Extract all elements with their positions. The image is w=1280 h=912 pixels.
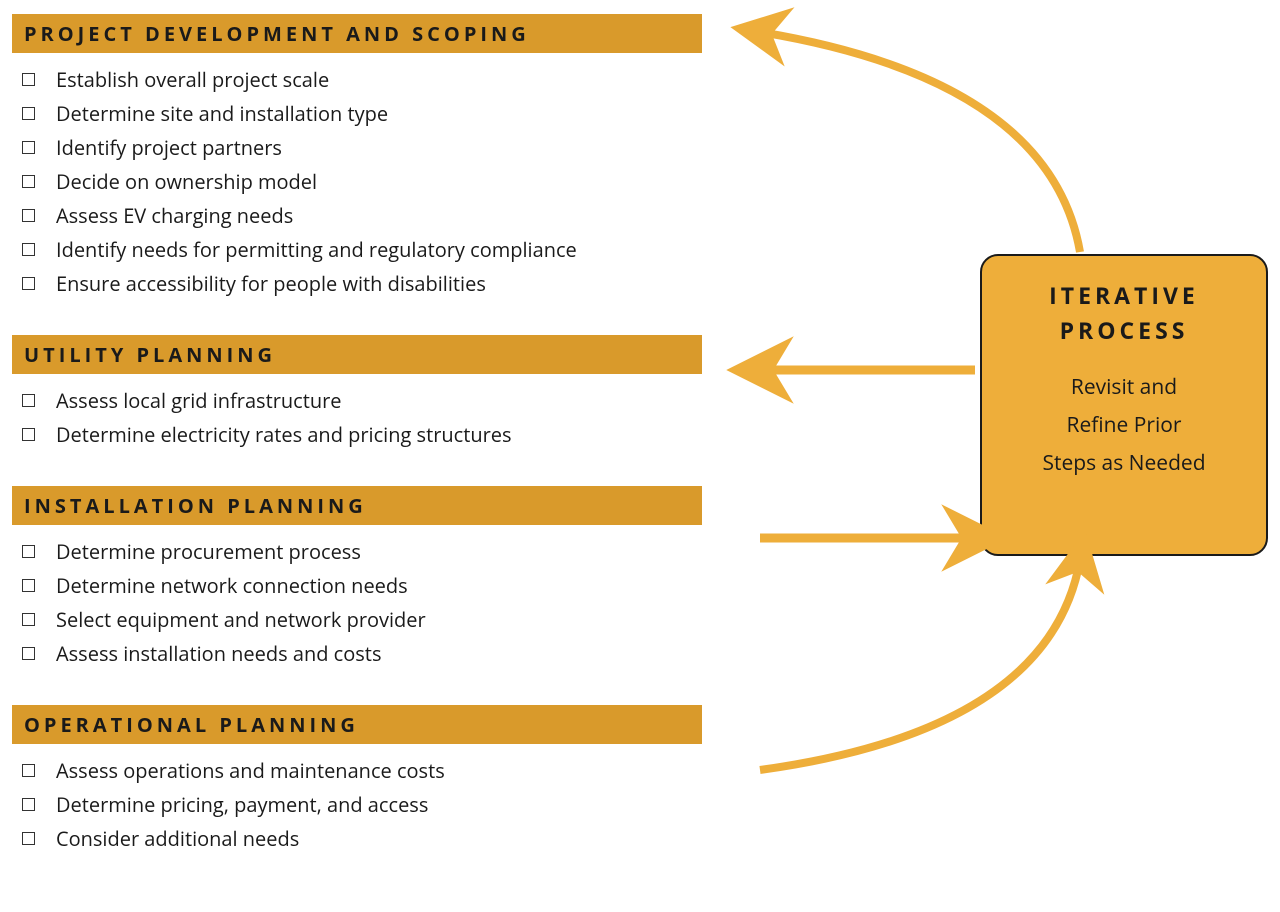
section-header: PROJECT DEVELOPMENT AND SCOPING <box>12 14 702 53</box>
iterative-title-line: ITERATIVE <box>1049 279 1199 311</box>
arrow-curved-top <box>760 32 1080 252</box>
checklist-item: Assess operations and maintenance costs <box>22 754 702 788</box>
checklist: Assess operations and maintenance costs … <box>12 754 702 856</box>
checklist-item: Assess installation needs and costs <box>22 637 702 671</box>
checklist-item: Select equipment and network provider <box>22 603 702 637</box>
arrow-curved-bottom <box>760 560 1080 770</box>
iterative-subtitle: Revisit and Refine Prior Steps as Needed <box>1000 369 1248 482</box>
checklist-item: Ensure accessibility for people with dis… <box>22 267 702 301</box>
checklist-item: Consider additional needs <box>22 822 702 856</box>
iterative-title-line: PROCESS <box>1060 314 1189 346</box>
iterative-process-box: ITERATIVE PROCESS Revisit and Refine Pri… <box>980 254 1268 556</box>
checklist-item: Determine network connection needs <box>22 569 702 603</box>
iterative-sub-line: Revisit and <box>1071 373 1177 401</box>
section-header: OPERATIONAL PLANNING <box>12 705 702 744</box>
checklist-item: Establish overall project scale <box>22 63 702 97</box>
section-installation-planning: INSTALLATION PLANNING Determine procurem… <box>12 486 702 671</box>
checklist-item: Assess EV charging needs <box>22 199 702 233</box>
iterative-sub-line: Refine Prior <box>1067 411 1182 439</box>
section-header: UTILITY PLANNING <box>12 335 702 374</box>
iterative-title: ITERATIVE PROCESS <box>1000 278 1248 347</box>
checklist: Establish overall project scale Determin… <box>12 63 702 301</box>
checklist-item: Determine procurement process <box>22 535 702 569</box>
checklist-item: Identify needs for permitting and regula… <box>22 233 702 267</box>
section-header: INSTALLATION PLANNING <box>12 486 702 525</box>
checklist-item: Determine site and installation type <box>22 97 702 131</box>
checklist-item: Assess local grid infrastructure <box>22 384 702 418</box>
checklist-item: Decide on ownership model <box>22 165 702 199</box>
iterative-sub-line: Steps as Needed <box>1042 449 1205 477</box>
checklist-item: Determine pricing, payment, and access <box>22 788 702 822</box>
section-utility-planning: UTILITY PLANNING Assess local grid infra… <box>12 335 702 452</box>
left-column: PROJECT DEVELOPMENT AND SCOPING Establis… <box>12 14 702 890</box>
checklist: Assess local grid infrastructure Determi… <box>12 384 702 452</box>
checklist: Determine procurement process Determine … <box>12 535 702 671</box>
section-project-development: PROJECT DEVELOPMENT AND SCOPING Establis… <box>12 14 702 301</box>
section-operational-planning: OPERATIONAL PLANNING Assess operations a… <box>12 705 702 856</box>
checklist-item: Determine electricity rates and pricing … <box>22 418 702 452</box>
checklist-item: Identify project partners <box>22 131 702 165</box>
